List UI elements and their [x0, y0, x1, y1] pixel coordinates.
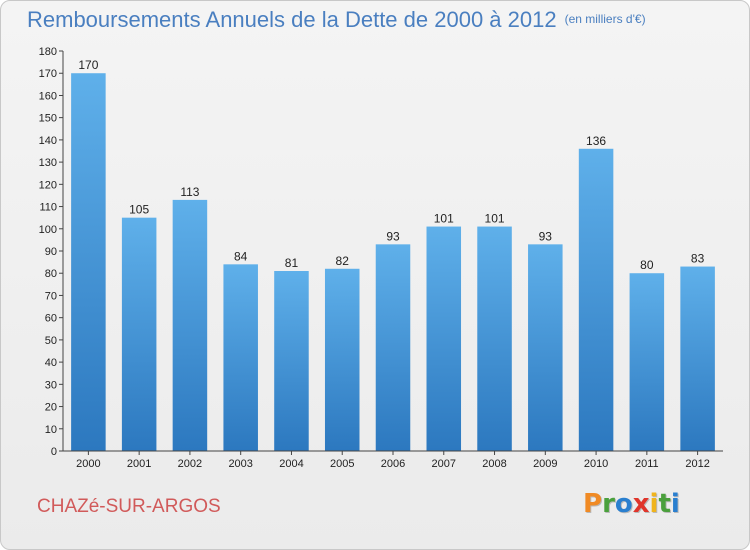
- value-label-2008: 101: [485, 212, 505, 226]
- value-label-2003: 84: [234, 249, 248, 263]
- x-tick-label-2009: 2009: [533, 458, 557, 470]
- y-tick-label: 40: [45, 357, 57, 369]
- x-tick-label-2012: 2012: [685, 458, 709, 470]
- x-tick-label-2007: 2007: [432, 458, 456, 470]
- proxiti-logo: Proxiti: [583, 489, 680, 519]
- x-tick-label-2010: 2010: [584, 458, 608, 470]
- value-label-2001: 105: [129, 203, 149, 217]
- y-tick-label: 60: [45, 313, 57, 325]
- y-tick-label: 0: [51, 446, 57, 458]
- value-label-2000: 170: [78, 58, 98, 72]
- logo-letter: t: [658, 489, 671, 519]
- logo-letter: P: [583, 489, 603, 519]
- chart-title: Remboursements Annuels de la Dette de 20…: [27, 7, 646, 33]
- bar-2001: [121, 217, 157, 451]
- x-tick-label-2004: 2004: [279, 458, 303, 470]
- y-tick-label: 100: [39, 224, 57, 236]
- y-tick-label: 180: [39, 46, 57, 58]
- x-axis: 2000 2001 2002 2003 2004 2005 2006 2007 2008 2009…: [63, 450, 723, 470]
- chart-unit: (en milliers d'€): [564, 12, 646, 26]
- bar-2003: [223, 264, 258, 451]
- logo-letter: x: [632, 489, 650, 519]
- y-tick-label: 50: [45, 335, 57, 347]
- y-tick-label: 150: [39, 113, 57, 125]
- bar-2011: [629, 273, 665, 451]
- y-tick-label: 140: [39, 135, 57, 147]
- bar-2002: [172, 199, 208, 451]
- y-tick-label: 30: [45, 379, 57, 391]
- y-tick-label: 120: [39, 179, 57, 191]
- x-tick-label-2008: 2008: [482, 458, 506, 470]
- y-tick-label: 90: [45, 246, 57, 258]
- bar-2005: [324, 268, 360, 451]
- value-label-2002: 113: [180, 185, 199, 199]
- y-tick-label: 110: [39, 202, 57, 214]
- x-tick-label-2005: 2005: [330, 458, 354, 470]
- value-label-2004: 81: [285, 256, 299, 270]
- logo-letter: i: [649, 489, 659, 519]
- chart-title-text: Remboursements Annuels de la Dette de 20…: [27, 7, 557, 32]
- city-name: CHAZé-SUR-ARGOS: [37, 496, 221, 517]
- y-tick-label: 70: [45, 290, 57, 302]
- x-tick-label-2001: 2001: [127, 458, 151, 470]
- bar-2008: [477, 226, 512, 451]
- value-label-2006: 93: [386, 229, 400, 243]
- x-tick-label-2011: 2011: [635, 458, 659, 470]
- x-tick-label-2003: 2003: [228, 458, 252, 470]
- logo-letter: r: [602, 489, 615, 519]
- y-tick-label: 130: [39, 157, 57, 169]
- bar-2004: [274, 271, 309, 451]
- value-label-2011: 80: [640, 258, 654, 272]
- bar-2006: [375, 244, 411, 451]
- value-label-2012: 83: [691, 252, 705, 266]
- y-tick-label: 170: [39, 68, 57, 80]
- y-tick-label: 80: [45, 268, 57, 280]
- x-tick-label-2002: 2002: [178, 458, 202, 470]
- logo-letter: o: [614, 489, 633, 519]
- value-label-2005: 82: [336, 254, 350, 268]
- y-tick-label: 10: [45, 424, 57, 436]
- value-label-2009: 93: [539, 229, 553, 243]
- bar-2009: [528, 244, 563, 451]
- bars: 170 105 113 84 81 82 93 101 101 93 136 80 83: [71, 58, 715, 451]
- bar-2000: [71, 73, 106, 451]
- bar-2012: [680, 266, 715, 451]
- value-label-2010: 136: [586, 134, 606, 148]
- y-axis: 0 10 20 30 40 50 60 70 80 90 100 110 120 130 140 150 160…: [39, 46, 64, 458]
- value-label-2007: 101: [434, 212, 454, 226]
- bar-2007: [426, 226, 462, 451]
- y-tick-label: 20: [45, 402, 57, 414]
- x-tick-label-2006: 2006: [381, 458, 405, 470]
- y-tick-label: 160: [39, 90, 57, 102]
- bar-2010: [578, 148, 614, 451]
- logo-letter: i: [670, 489, 680, 519]
- x-tick-label-2000: 2000: [76, 458, 100, 470]
